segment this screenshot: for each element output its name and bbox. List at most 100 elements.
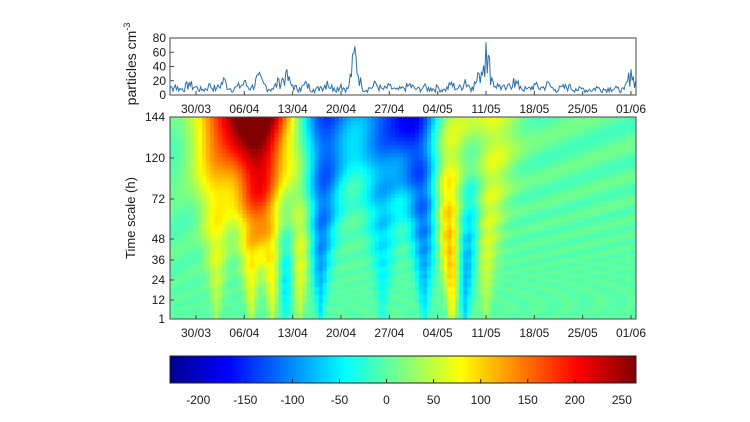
heatmap-cell — [302, 129, 307, 134]
heatmap-cell — [535, 141, 540, 146]
heatmap-cell — [346, 286, 352, 292]
heatmap-cell — [334, 169, 340, 174]
heatmap-cell — [278, 117, 283, 122]
heatmap-cell — [427, 282, 432, 288]
heatmap-cell — [559, 193, 565, 199]
heatmap-cell — [358, 161, 364, 166]
heatmap-cell — [415, 133, 420, 138]
heatmap-cell — [174, 133, 179, 138]
heatmap-cell — [571, 181, 577, 187]
heatmap-cell — [571, 165, 577, 170]
heatmap-cell — [447, 226, 452, 231]
heatmap-cell — [202, 270, 207, 275]
heatmap-cell — [451, 262, 456, 267]
heatmap-cell — [242, 209, 247, 215]
heatmap-cell — [346, 181, 352, 187]
heatmap-cell — [206, 209, 211, 215]
heatmap-cell — [539, 201, 545, 207]
heatmap-cell — [487, 234, 492, 239]
heatmap-cell — [274, 149, 279, 154]
heatmap-cell — [170, 250, 175, 255]
heatmap-cell — [535, 185, 540, 191]
heatmap-cell — [294, 213, 299, 219]
heatmap-cell — [603, 157, 609, 162]
heatmap-cell — [411, 121, 416, 126]
heatmap-cell — [439, 149, 444, 154]
heatmap-cell — [611, 266, 617, 271]
heatmap-cell — [290, 205, 295, 211]
heatmap-cell — [483, 222, 488, 227]
heatmap-cell — [471, 286, 476, 292]
heatmap-cell — [623, 177, 629, 183]
heatmap-cell — [382, 125, 388, 130]
heatmap-cell — [607, 274, 613, 279]
heatmap-cell — [419, 173, 424, 178]
heatmap-cell — [202, 274, 207, 279]
heatmap-cell — [559, 213, 565, 219]
heatmap-cell — [587, 117, 593, 122]
heatmap-cell — [378, 218, 384, 223]
heatmap-cell — [302, 222, 307, 227]
heatmap-cell — [282, 205, 287, 211]
heatmap-cell — [615, 258, 621, 263]
heatmap-cell — [443, 129, 448, 134]
heatmap-cell — [362, 213, 368, 219]
heatmap-cell — [182, 278, 187, 284]
heatmap-cell — [242, 169, 247, 174]
heatmap-cell — [499, 157, 504, 162]
heatmap-cell — [531, 254, 536, 259]
heatmap-cell — [431, 254, 436, 259]
heatmap-cell — [439, 121, 444, 126]
heatmap-cell — [591, 246, 597, 251]
heatmap-cell — [238, 242, 243, 247]
heatmap-cell — [503, 145, 508, 150]
heatmap-cell — [174, 226, 179, 231]
timeseries-y-tick-label: 80 — [153, 31, 167, 45]
heatmap-cell — [338, 226, 344, 231]
heatmap-cell — [334, 137, 340, 142]
heatmap-cell — [439, 222, 444, 227]
heatmap-cell — [178, 133, 183, 138]
heatmap-cell — [394, 117, 400, 122]
heatmap-cell — [246, 125, 251, 130]
heatmap-cell — [467, 121, 472, 126]
heatmap-cell — [471, 141, 476, 146]
heatmap-cell — [254, 137, 259, 142]
heatmap-cell — [439, 177, 444, 183]
heatmap-cell — [495, 157, 500, 162]
heatmap-cell — [290, 201, 295, 207]
heatmap-cell — [394, 121, 400, 126]
heatmap-cell — [435, 189, 440, 195]
heatmap-cell — [338, 133, 344, 138]
heatmap-cell — [507, 137, 512, 142]
heatmap-cell — [234, 189, 239, 195]
heatmap-cell — [607, 246, 613, 251]
heatmap-cell — [242, 213, 247, 219]
heatmap-cell — [523, 270, 528, 275]
heatmap-cell — [419, 153, 424, 158]
heatmap-cell — [202, 169, 207, 174]
heatmap-cell — [519, 173, 524, 178]
heatmap-cell — [455, 270, 460, 275]
heatmap-cell — [330, 266, 336, 271]
heatmap-cell — [567, 173, 573, 178]
heatmap-cell — [178, 185, 183, 191]
heatmap-cell — [194, 137, 199, 142]
heatmap-cell — [358, 209, 364, 215]
heatmap-cell — [431, 189, 436, 195]
heatmap-cell — [358, 129, 364, 134]
heatmap-cell — [431, 205, 436, 211]
heatmap-cell — [206, 250, 211, 255]
heatmap-cell — [242, 153, 247, 158]
heatmap-cell — [623, 165, 629, 170]
heatmap-cell — [583, 117, 589, 122]
heatmap-cell — [467, 278, 472, 284]
heatmap-cell — [394, 133, 400, 138]
heatmap-cell — [270, 153, 275, 158]
heatmap-cell — [174, 201, 179, 207]
heatmap-cell — [495, 189, 500, 195]
heatmap-cell — [607, 117, 613, 122]
heatmap-cell — [455, 266, 460, 271]
heatmap-cell — [266, 234, 271, 239]
heatmap-cell — [503, 141, 508, 146]
